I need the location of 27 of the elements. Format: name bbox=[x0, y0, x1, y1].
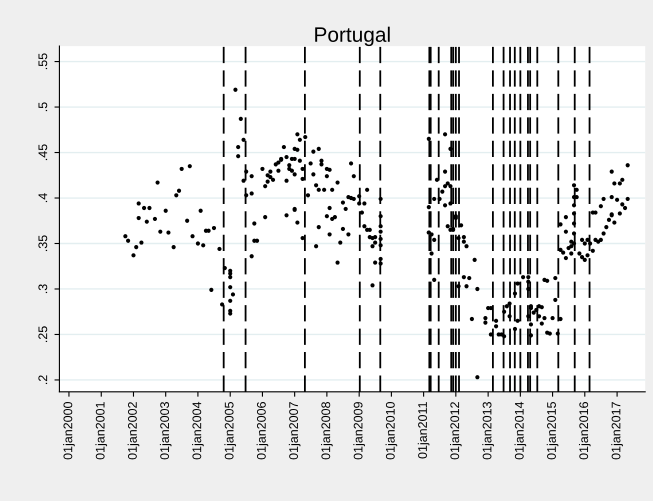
x-tick-label: 01jan2009 bbox=[353, 402, 366, 460]
y-tick-label: .5 bbox=[38, 102, 48, 112]
x-tick-label: 01jan2004 bbox=[192, 402, 204, 460]
x-tick-label: 01jan2013 bbox=[482, 402, 494, 460]
x-tick-label: 01jan2000 bbox=[63, 402, 75, 460]
x-tick-label: 01jan2001 bbox=[95, 402, 108, 460]
y-tick-label: .35 bbox=[38, 235, 48, 252]
x-tick-label: 01jan2003 bbox=[160, 402, 172, 460]
x-tick-label: 01jan2014 bbox=[514, 402, 526, 460]
x-tick-label: 01jan2002 bbox=[128, 402, 140, 460]
x-tick-label: 01jan2006 bbox=[256, 402, 268, 460]
y-tick-label: .2 bbox=[38, 375, 48, 384]
y-tick-label: .3 bbox=[38, 284, 48, 294]
x-tick-label: 01jan2012 bbox=[450, 402, 462, 460]
x-tick-label: 01jan2007 bbox=[288, 402, 300, 460]
x-tick-label: 01jan2008 bbox=[321, 402, 333, 460]
x-tick-label: 01jan2010 bbox=[386, 402, 398, 460]
y-tick-label: .25 bbox=[38, 326, 48, 342]
y-tick-label: .4 bbox=[38, 193, 48, 202]
y-tick-label: .55 bbox=[38, 53, 48, 70]
x-tick-label: 01jan2005 bbox=[224, 402, 236, 460]
x-tick-label: 01jan2011 bbox=[418, 402, 430, 458]
y-tick-label: .45 bbox=[38, 144, 48, 160]
x-tick-label: 01jan2015 bbox=[546, 402, 558, 460]
chart-title: Portugal bbox=[315, 26, 390, 46]
x-tick-label: 01jan2017 bbox=[611, 402, 623, 460]
x-tick-label: 01jan2016 bbox=[578, 402, 591, 460]
